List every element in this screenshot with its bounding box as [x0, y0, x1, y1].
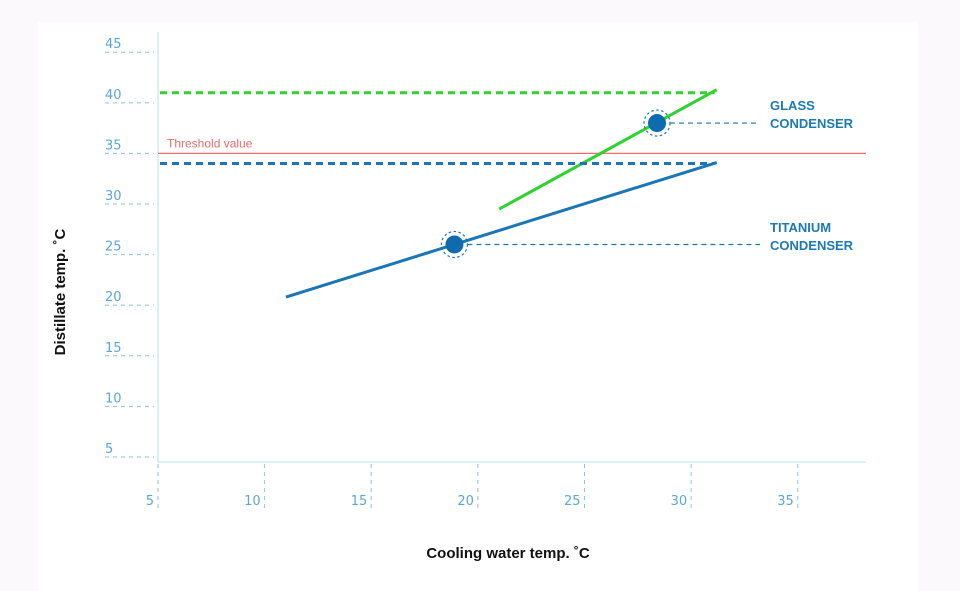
series-label: TITANIUM: [770, 220, 831, 235]
x-tick-label: 35: [777, 494, 794, 509]
x-axis-title: Cooling water temp. ˚C: [426, 545, 590, 562]
x-tick-label: 15: [351, 494, 368, 509]
threshold-label: Threshold value: [167, 136, 253, 150]
x-tick-label: 30: [671, 494, 688, 509]
series-line: [285, 161, 718, 299]
y-tick-label: 20: [105, 290, 122, 305]
y-tick-label: 10: [105, 391, 122, 406]
series-marker-ring: [643, 109, 671, 137]
y-tick-label: 45: [105, 37, 122, 52]
series-marker: [648, 114, 667, 133]
y-axis-title: Distillate temp. ˚C: [52, 228, 69, 355]
series-label: CONDENSER: [770, 116, 854, 131]
x-tick-label: 20: [457, 494, 474, 509]
series-label: GLASS: [770, 98, 815, 113]
series-label: CONDENSER: [770, 238, 854, 253]
y-tick-label: 40: [105, 88, 122, 103]
x-tick-label: 5: [146, 494, 154, 509]
y-tick-label: 25: [105, 240, 122, 255]
chart-panel: 5 10 15 20 25 30 35 40 45 5 10 15 20 25 30 35 Distillate…: [38, 22, 918, 591]
line-chart: 5 10 15 20 25 30 35 40 45 5 10 15 20 25 30 35 Distillate…: [52, 32, 866, 562]
x-tick-label: 10: [244, 494, 261, 509]
y-tick-label: 15: [105, 341, 122, 356]
y-tick-label: 30: [105, 189, 122, 204]
y-tick-label: 5: [105, 442, 113, 457]
y-tick-label: 35: [105, 138, 122, 153]
x-tick-label: 25: [564, 494, 581, 509]
series-marker-ring: [440, 230, 469, 259]
series-line: [498, 88, 718, 211]
series-marker: [445, 235, 464, 254]
